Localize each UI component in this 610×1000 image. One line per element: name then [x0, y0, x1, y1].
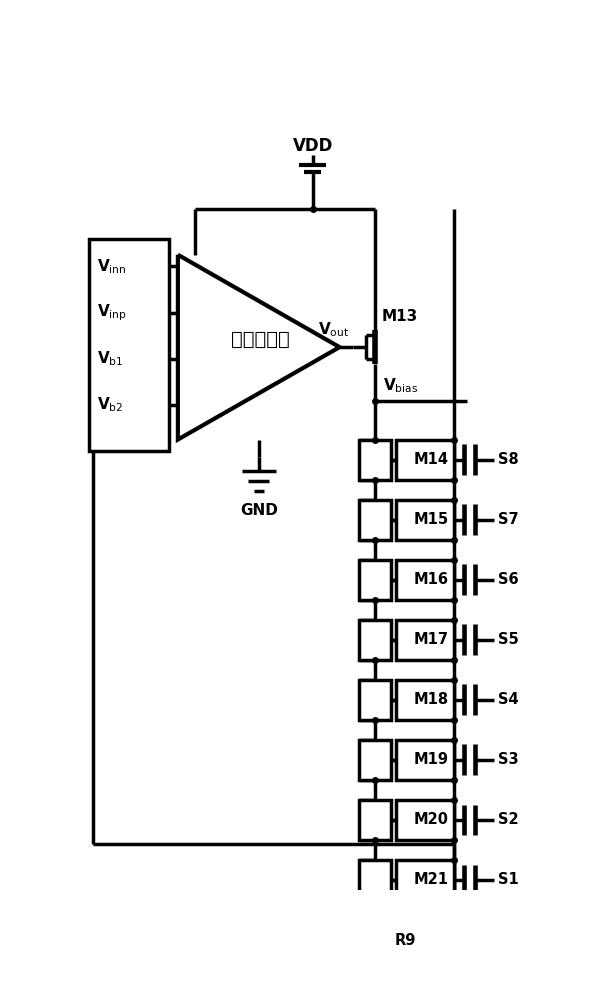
- Bar: [359, 440, 391, 480]
- Text: R4: R4: [395, 632, 417, 647]
- Text: S7: S7: [498, 512, 519, 527]
- Text: S1: S1: [498, 872, 519, 887]
- Text: M17: M17: [414, 632, 449, 647]
- Text: V$_\mathrm{bias}$: V$_\mathrm{bias}$: [382, 376, 418, 395]
- Text: M19: M19: [414, 752, 449, 767]
- Bar: [359, 680, 391, 720]
- Bar: [89, 239, 168, 451]
- Text: M15: M15: [414, 512, 449, 527]
- Bar: [396, 500, 454, 540]
- Text: V$_\mathrm{inn}$: V$_\mathrm{inn}$: [97, 257, 127, 276]
- Text: M13: M13: [381, 309, 417, 324]
- Text: V$_\mathrm{b1}$: V$_\mathrm{b1}$: [97, 349, 123, 368]
- Text: M20: M20: [414, 812, 449, 827]
- Bar: [359, 560, 391, 600]
- Bar: [396, 560, 454, 600]
- Text: S6: S6: [498, 572, 519, 587]
- Bar: [359, 920, 391, 960]
- Bar: [359, 800, 391, 840]
- Text: R7: R7: [395, 812, 417, 827]
- Text: R9: R9: [395, 933, 417, 948]
- Text: GND: GND: [240, 503, 278, 518]
- Text: M16: M16: [414, 572, 449, 587]
- Text: S3: S3: [498, 752, 519, 767]
- Text: M21: M21: [414, 872, 449, 887]
- Text: V$_\mathrm{out}$: V$_\mathrm{out}$: [318, 321, 350, 339]
- Text: R2: R2: [395, 512, 417, 527]
- Text: S2: S2: [498, 812, 519, 827]
- Bar: [359, 620, 391, 660]
- Bar: [359, 860, 391, 900]
- Text: S4: S4: [498, 692, 519, 707]
- Bar: [396, 440, 454, 480]
- Bar: [396, 620, 454, 660]
- Bar: [359, 740, 391, 780]
- Text: R1: R1: [395, 452, 417, 467]
- Text: R6: R6: [395, 752, 417, 767]
- Text: V$_\mathrm{b2}$: V$_\mathrm{b2}$: [97, 396, 123, 414]
- Bar: [396, 680, 454, 720]
- Bar: [396, 800, 454, 840]
- Text: S8: S8: [498, 452, 519, 467]
- Text: R5: R5: [395, 692, 417, 707]
- Bar: [396, 740, 454, 780]
- Text: M14: M14: [414, 452, 449, 467]
- Text: R8: R8: [395, 872, 417, 887]
- Text: 运算放大器: 运算放大器: [231, 330, 290, 349]
- Text: VDD: VDD: [292, 137, 333, 155]
- Bar: [396, 860, 454, 900]
- Text: S5: S5: [498, 632, 519, 647]
- Text: R3: R3: [395, 572, 417, 587]
- Text: V$_\mathrm{inp}$: V$_\mathrm{inp}$: [97, 302, 127, 323]
- Bar: [359, 500, 391, 540]
- Text: M18: M18: [414, 692, 449, 707]
